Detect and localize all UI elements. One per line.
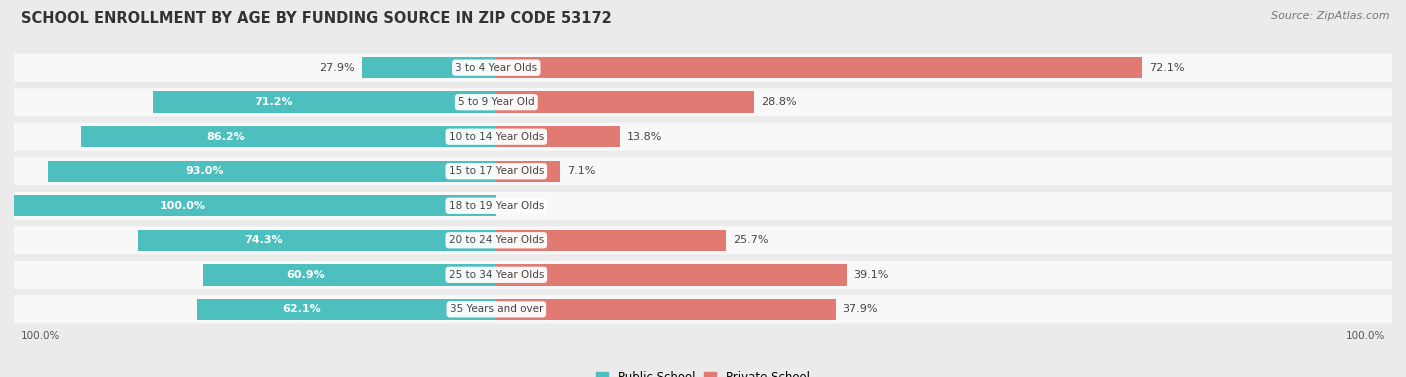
Bar — [361, 57, 496, 78]
Text: 15 to 17 Year Olds: 15 to 17 Year Olds — [449, 166, 544, 176]
Text: 13.8%: 13.8% — [627, 132, 662, 142]
Text: 100.0%: 100.0% — [160, 201, 205, 211]
Text: 35 Years and over: 35 Years and over — [450, 304, 543, 314]
Text: 100.0%: 100.0% — [1346, 331, 1385, 341]
Text: 0.0%: 0.0% — [503, 201, 531, 211]
Legend: Public School, Private School: Public School, Private School — [592, 366, 814, 377]
Text: Source: ZipAtlas.com: Source: ZipAtlas.com — [1271, 11, 1389, 21]
Bar — [496, 299, 835, 320]
Text: 18 to 19 Year Olds: 18 to 19 Year Olds — [449, 201, 544, 211]
FancyBboxPatch shape — [14, 88, 1392, 116]
Bar — [14, 195, 496, 216]
FancyBboxPatch shape — [14, 192, 1392, 220]
FancyBboxPatch shape — [14, 261, 1392, 289]
Text: 60.9%: 60.9% — [285, 270, 325, 280]
FancyBboxPatch shape — [14, 295, 1392, 323]
Bar — [496, 126, 620, 147]
Text: 28.8%: 28.8% — [761, 97, 797, 107]
Text: 3 to 4 Year Olds: 3 to 4 Year Olds — [456, 63, 537, 73]
Bar — [48, 161, 496, 182]
Text: 74.3%: 74.3% — [245, 235, 283, 245]
Text: 10 to 14 Year Olds: 10 to 14 Year Olds — [449, 132, 544, 142]
Text: 5 to 9 Year Old: 5 to 9 Year Old — [458, 97, 534, 107]
Text: 25.7%: 25.7% — [734, 235, 769, 245]
Text: 100.0%: 100.0% — [21, 331, 60, 341]
Text: 27.9%: 27.9% — [319, 63, 354, 73]
Text: 39.1%: 39.1% — [853, 270, 889, 280]
Text: 71.2%: 71.2% — [254, 97, 292, 107]
Text: 20 to 24 Year Olds: 20 to 24 Year Olds — [449, 235, 544, 245]
Bar — [202, 264, 496, 285]
Bar — [496, 92, 754, 113]
FancyBboxPatch shape — [14, 54, 1392, 82]
Text: 37.9%: 37.9% — [842, 304, 879, 314]
Bar — [496, 161, 560, 182]
Text: SCHOOL ENROLLMENT BY AGE BY FUNDING SOURCE IN ZIP CODE 53172: SCHOOL ENROLLMENT BY AGE BY FUNDING SOUR… — [21, 11, 612, 26]
Text: 72.1%: 72.1% — [1149, 63, 1184, 73]
Bar — [496, 57, 1142, 78]
Text: 25 to 34 Year Olds: 25 to 34 Year Olds — [449, 270, 544, 280]
FancyBboxPatch shape — [14, 123, 1392, 151]
Text: 93.0%: 93.0% — [186, 166, 224, 176]
Text: 62.1%: 62.1% — [283, 304, 321, 314]
Text: 7.1%: 7.1% — [567, 166, 595, 176]
Bar — [80, 126, 496, 147]
Bar — [496, 264, 846, 285]
FancyBboxPatch shape — [14, 226, 1392, 254]
Bar — [138, 230, 496, 251]
Bar — [197, 299, 496, 320]
Bar — [153, 92, 496, 113]
FancyBboxPatch shape — [14, 157, 1392, 185]
Text: 86.2%: 86.2% — [207, 132, 246, 142]
Bar — [496, 230, 727, 251]
